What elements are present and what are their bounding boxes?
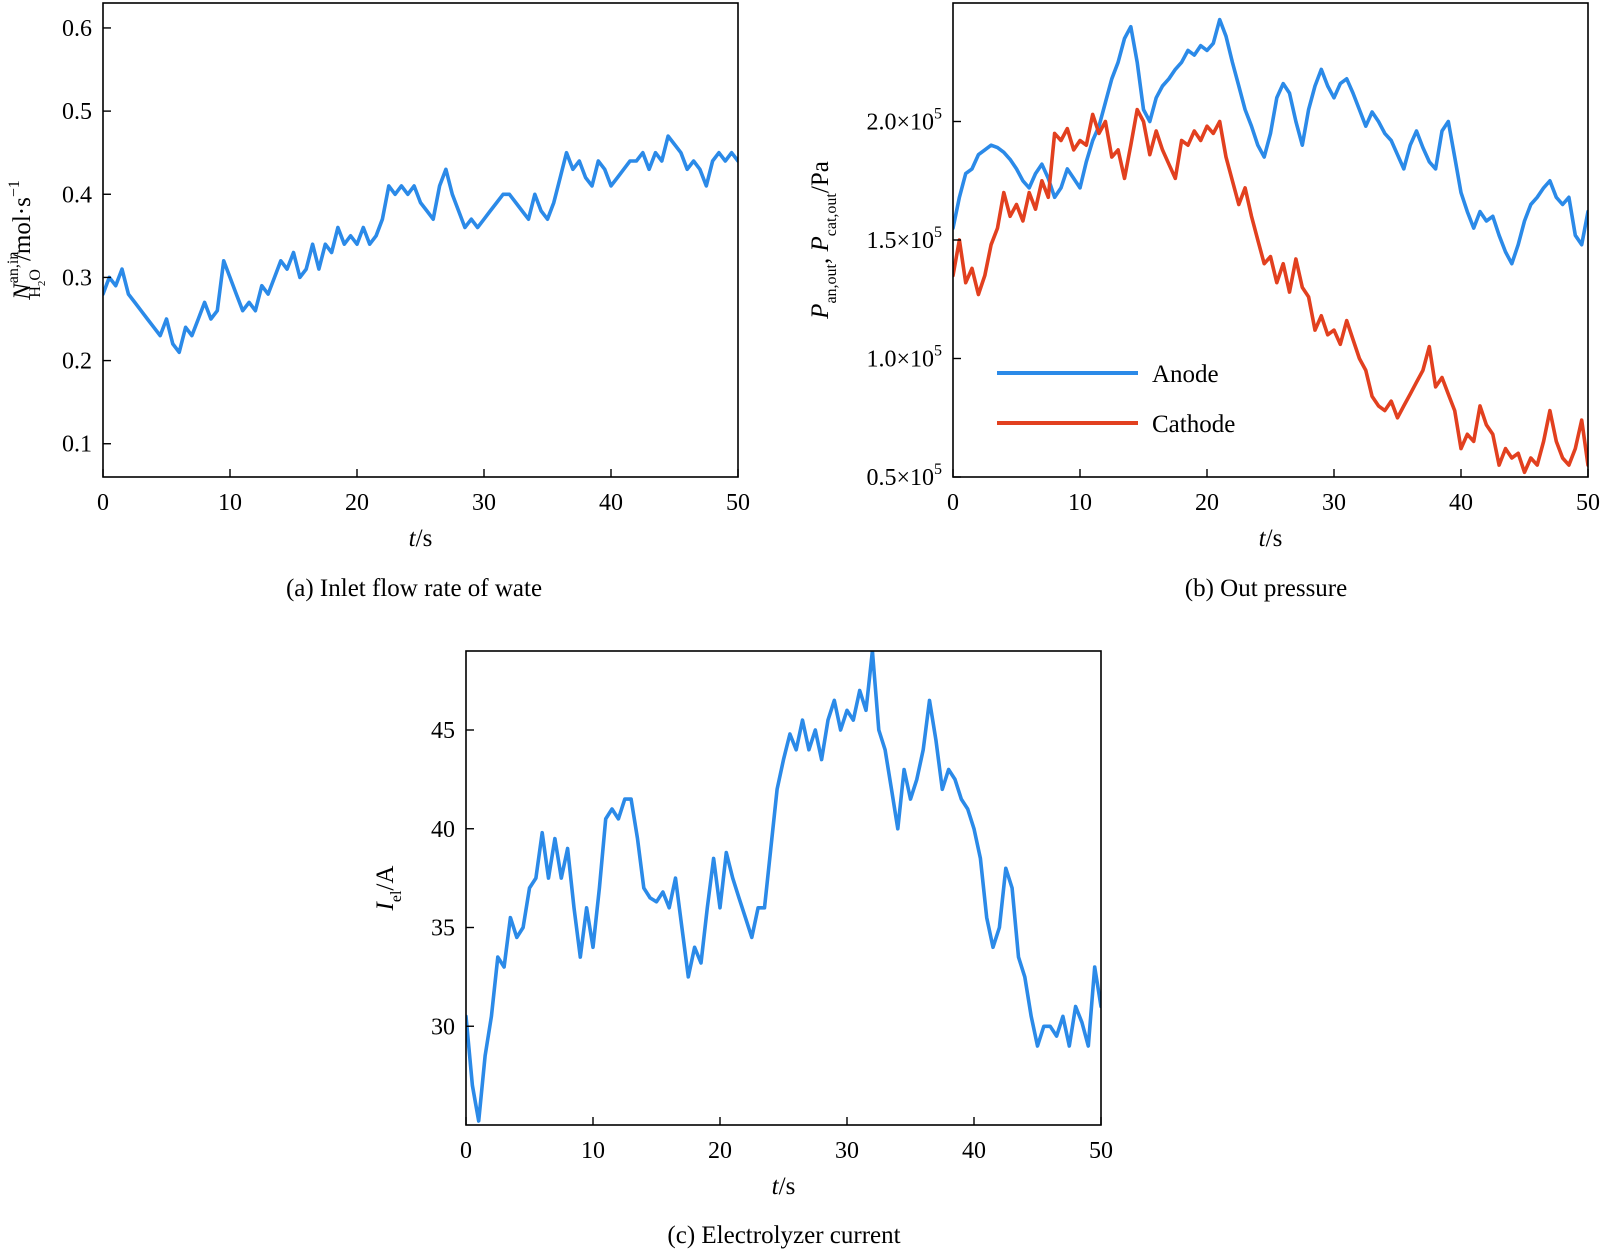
- chart-caption: (c) Electrolyzer current: [667, 1222, 900, 1249]
- series-line: [466, 651, 1101, 1123]
- chart-panel-b: 0 10 20 30 40 500.5×1051.0×1051.5×1052.0×105t…: [807, 2, 1600, 602]
- x-tick-label: 10: [1068, 490, 1092, 516]
- y-axis-label: Iel/A: [372, 866, 405, 912]
- legend-label-anode: Anode: [1152, 361, 1219, 388]
- x-tick-label: 30: [472, 490, 496, 516]
- y-tick-exponent: 5: [934, 106, 942, 123]
- x-tick-label: 0: [947, 490, 959, 516]
- y-label-unit: /A: [372, 866, 399, 891]
- y-label-subscript-digit: 2: [36, 281, 48, 287]
- y-tick-label: 0.5: [62, 99, 92, 125]
- y-label-unit: /mol·s: [9, 197, 36, 261]
- y-axis-label: Pan,out, Pcat,out/Pa: [807, 161, 840, 320]
- y-label-separator: ,: [807, 252, 834, 265]
- chart-panel-c: 0 10 20 30 40 50 30 35 40 45 t/s Iel/A (c) Electroly…: [372, 650, 1113, 1249]
- y-tick-mantissa: 1.5×10: [866, 228, 934, 254]
- x-axis-label-var: t: [409, 525, 417, 552]
- y-label-subscript-o: O: [27, 269, 44, 281]
- x-axis-label-var: t: [1259, 525, 1267, 552]
- y-tick-mantissa: 2.0×10: [866, 110, 934, 136]
- x-tick-label: 20: [708, 1138, 732, 1164]
- x-tick-label: 50: [1089, 1138, 1113, 1164]
- y-tick-label: 30: [431, 1014, 455, 1040]
- y-tick-label: 0.2: [62, 349, 92, 375]
- x-tick-label: 40: [1449, 490, 1473, 516]
- x-tick-label: 0: [97, 490, 109, 516]
- series-group: [953, 17, 1588, 475]
- chart-panel-a: 0 10 20 30 40 50 0.1 0.2 0.3 0.4 0.5 0.6 t/s Nan,in H2…: [5, 2, 750, 602]
- x-axis-label: t/s: [772, 1173, 796, 1200]
- chart-caption: (b) Out pressure: [1185, 575, 1347, 602]
- y-tick-exponent: 5: [934, 224, 942, 241]
- x-tick-label: 30: [835, 1138, 859, 1164]
- x-tick-label: 10: [581, 1138, 605, 1164]
- legend: Anode Cathode: [997, 361, 1235, 438]
- y-tick-label: 0.6: [62, 16, 92, 42]
- x-axis-label: t/s: [1259, 525, 1283, 552]
- series-group: [466, 651, 1101, 1123]
- y-tick-label: 40: [431, 817, 455, 843]
- y-tick-exponent: 5: [934, 461, 942, 478]
- plot-frame: [465, 650, 1102, 1126]
- y-tick-exponent: 5: [934, 343, 942, 360]
- x-tick-label: 40: [599, 490, 623, 516]
- y-label-symbol-cathode: P: [807, 236, 834, 252]
- plot-frame: [952, 2, 1589, 478]
- x-axis-label-unit: /s: [779, 1173, 796, 1200]
- x-axis-label-unit: /s: [416, 525, 433, 552]
- chart-caption: (a) Inlet flow rate of wate: [286, 575, 542, 602]
- x-axis-label-unit: /s: [1266, 525, 1283, 552]
- y-tick-label: 2.0×105: [866, 106, 942, 136]
- y-label-unit: /Pa: [807, 161, 834, 193]
- y-label-subscript: el: [388, 890, 405, 902]
- y-label-superscript: an,in: [5, 252, 22, 284]
- plot-frame: [102, 2, 739, 478]
- y-tick-label: 45: [431, 718, 455, 744]
- y-tick-mantissa: 1.0×10: [866, 347, 934, 373]
- y-label-subscript-anode: an,out: [823, 263, 840, 303]
- y-label-symbol-anode: P: [807, 304, 834, 320]
- x-tick-label: 30: [1322, 490, 1346, 516]
- x-axis-label: t/s: [409, 525, 433, 552]
- y-label-symbol: I: [372, 900, 399, 911]
- y-label-symbol: N: [9, 282, 36, 301]
- y-tick-label: 0.1: [62, 432, 92, 458]
- series-line: [103, 134, 738, 355]
- x-axis-label-var: t: [772, 1173, 780, 1200]
- legend-label-cathode: Cathode: [1152, 411, 1235, 438]
- y-tick-label: 1.0×105: [866, 343, 942, 373]
- x-tick-label: 20: [1195, 490, 1219, 516]
- series-line-cathode: [953, 107, 1588, 475]
- x-tick-label: 50: [726, 490, 750, 516]
- x-tick-label: 10: [218, 490, 242, 516]
- x-tick-label: 40: [962, 1138, 986, 1164]
- y-tick-mantissa: 0.5×10: [866, 465, 934, 491]
- y-label-exponent: −1: [6, 180, 23, 197]
- x-tick-label: 50: [1576, 490, 1600, 516]
- y-label-subscript: H: [27, 286, 44, 298]
- y-tick-label: 0.5×105: [866, 461, 942, 491]
- series-group: [103, 134, 738, 355]
- y-tick-label: 1.5×105: [866, 224, 942, 254]
- y-tick-label: 0.3: [62, 265, 92, 291]
- series-line-anode: [953, 17, 1588, 266]
- y-tick-label: 0.4: [62, 182, 92, 208]
- y-tick-label: 35: [431, 916, 455, 942]
- x-tick-label: 20: [345, 490, 369, 516]
- y-axis-label: Nan,in H2O/mol·s−1: [5, 180, 48, 301]
- y-label-subscript-cathode: cat,out: [823, 193, 840, 237]
- x-tick-label: 0: [460, 1138, 472, 1164]
